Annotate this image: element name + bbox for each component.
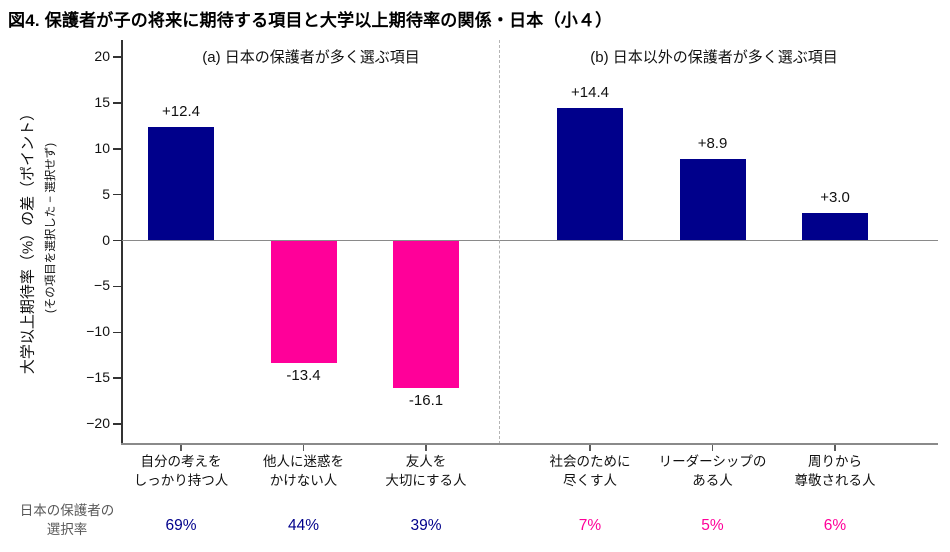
y-tick-label: −10 (86, 323, 110, 340)
bar-value-label: +3.0 (820, 188, 850, 206)
zero-gridline (122, 239, 938, 241)
y-tick-label: 10 (94, 139, 110, 156)
y-tick-label: 20 (94, 48, 110, 64)
bar-value-label: +14.4 (571, 84, 609, 102)
y-tick-mark (113, 102, 121, 104)
bar (557, 108, 623, 241)
selection-rate-value: 39% (410, 517, 442, 534)
bar-value-label: -13.4 (286, 367, 321, 385)
bar (679, 158, 746, 241)
y-axis-label: 大学以上期待率（%）の差（ポイント） (19, 105, 37, 375)
category-tick-mark (711, 445, 714, 451)
category-label: 他人に迷惑を かけない人 (263, 454, 344, 488)
panel-divider-dashed-line (499, 40, 500, 444)
bar (148, 126, 214, 241)
y-tick-mark (113, 193, 121, 196)
bar (802, 212, 868, 241)
category-label: 友人を 大切にする人 (385, 454, 467, 488)
selection-rate-value: 7% (578, 517, 602, 534)
bar (270, 240, 337, 364)
selection-rate-row-label: 日本の保護者の 選択率 (19, 503, 115, 537)
y-tick-mark (113, 56, 121, 58)
category-tick-mark (834, 445, 836, 451)
y-tick-mark (113, 423, 121, 425)
selection-rate-value: 69% (165, 517, 197, 534)
y-axis-sublabel: (その項目を選択した − 選択せず) (45, 142, 57, 314)
chart-title: 図4. 保護者が子の将来に期待する項目と大学以上期待率の関係・日本（小４） (8, 11, 613, 30)
category-tick-mark (425, 445, 427, 451)
y-axis-spine (121, 40, 123, 444)
y-tick-mark (113, 239, 121, 242)
selection-rate-value: 44% (287, 517, 320, 534)
y-tick-label: −5 (94, 277, 110, 294)
selection-rate-value: 6% (823, 517, 847, 534)
bar-value-label: +8.9 (697, 134, 728, 152)
category-tick-mark (180, 445, 182, 451)
category-tick-mark (302, 445, 305, 451)
bar-value-label: +12.4 (162, 102, 200, 120)
y-tick-label: 15 (94, 93, 110, 110)
bar (393, 240, 459, 389)
y-tick-mark (113, 331, 121, 333)
y-tick-label: −15 (86, 369, 110, 386)
panel-a-header: (a) 日本の保護者が多く選ぶ項目 (202, 49, 420, 66)
y-tick-mark (113, 377, 121, 379)
category-tick-mark (589, 445, 591, 451)
category-label: リーダーシップの ある人 (658, 454, 767, 488)
y-tick-mark (113, 148, 121, 150)
category-label: 自分の考えを しっかり持つ人 (133, 454, 229, 488)
panel-b-header: (b) 日本以外の保護者が多く選ぶ項目 (590, 49, 838, 66)
y-tick-label: 0 (102, 231, 110, 248)
category-label: 社会のために 尽くす人 (549, 454, 631, 488)
selection-rate-value: 5% (701, 517, 724, 534)
y-tick-label: 5 (102, 185, 110, 202)
x-axis-spine (121, 443, 938, 445)
category-label: 周りから 尊敬される人 (794, 454, 876, 488)
y-tick-mark (113, 285, 121, 288)
y-tick-label: −20 (86, 415, 110, 431)
bar-value-label: -16.1 (408, 392, 444, 410)
